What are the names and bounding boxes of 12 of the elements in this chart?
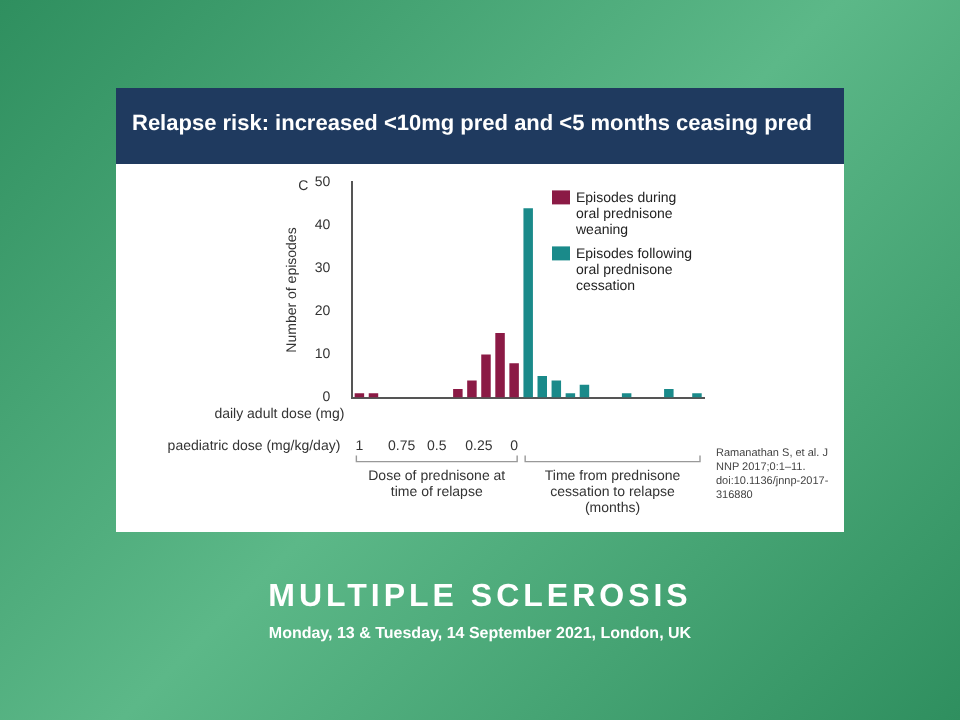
chart-title: Relapse risk: increased <10mg pred and <5 months ceasing pred — [116, 88, 844, 164]
bar — [467, 380, 477, 398]
bar — [523, 208, 533, 398]
bar — [664, 388, 674, 398]
bar — [481, 354, 491, 398]
bar — [453, 388, 463, 398]
bar — [551, 380, 562, 398]
text: MULTIPLE SCLEROSIS — [266, 580, 694, 616]
bar — [495, 333, 505, 398]
bar — [509, 363, 519, 398]
text: Monday, 13 & Tuesday, 14 September 2021, London, UK — [266, 624, 694, 642]
bar — [537, 376, 547, 398]
